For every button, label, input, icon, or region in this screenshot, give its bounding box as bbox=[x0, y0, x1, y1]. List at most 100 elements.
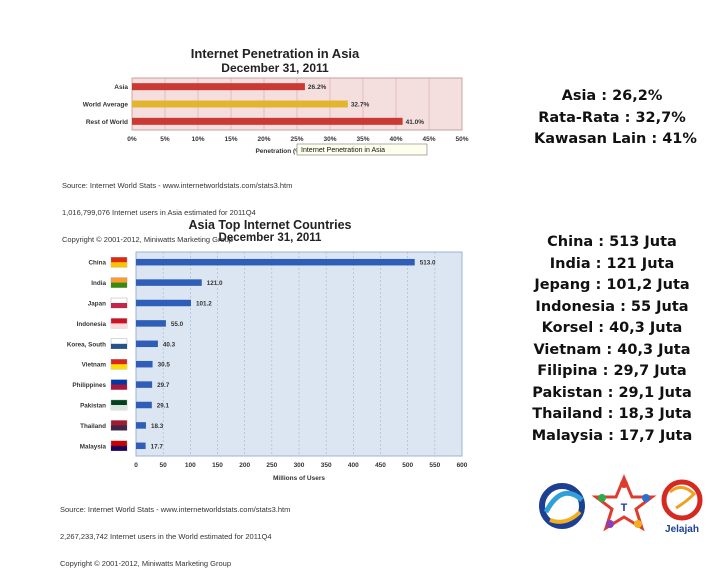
penetration-chart-source: Source: Internet World Stats - www.inter… bbox=[62, 163, 292, 253]
x-tick-label: 45% bbox=[422, 136, 435, 143]
flag-icon bbox=[111, 405, 127, 410]
flag-icon bbox=[111, 343, 127, 349]
summary-line: China : 513 Juta bbox=[547, 234, 677, 250]
flag-icon bbox=[111, 303, 127, 308]
bar bbox=[136, 360, 153, 368]
category-label: Thailand bbox=[80, 423, 106, 430]
summary-line: Filipina : 29,7 Juta bbox=[537, 363, 687, 379]
bar bbox=[132, 100, 348, 108]
data-label: 101.2 bbox=[196, 301, 212, 308]
category-label: India bbox=[91, 280, 106, 287]
countries-bar-chart: 0 50 100 150 200 250 300 350 400 450 500 550 600 Chin… bbox=[67, 251, 468, 482]
x-tick-label: 450 bbox=[375, 462, 386, 469]
data-label: 30.5 bbox=[158, 362, 171, 369]
countries-chart-source: Source: Internet World Stats - www.inter… bbox=[60, 487, 290, 577]
x-tick-label: 20% bbox=[257, 136, 270, 143]
flag-icon bbox=[111, 384, 127, 390]
x-tick-label: 25% bbox=[290, 136, 303, 143]
x-tick-label: 500 bbox=[402, 462, 413, 469]
data-label: 513.0 bbox=[420, 260, 436, 267]
bar bbox=[136, 320, 166, 327]
data-label: 26.2% bbox=[308, 84, 327, 91]
x-tick-label: 35% bbox=[356, 136, 369, 143]
bar bbox=[136, 401, 152, 409]
data-label: 18.3 bbox=[151, 423, 164, 430]
x-tick-label: 0 bbox=[134, 462, 138, 469]
logo-2-star-icon: T bbox=[591, 474, 657, 532]
x-tick-label: 50% bbox=[455, 136, 468, 143]
bar bbox=[136, 279, 202, 286]
x-tick-label: 250 bbox=[266, 462, 277, 469]
x-tick-label: 5% bbox=[160, 136, 170, 143]
data-label: 32.7% bbox=[351, 102, 370, 109]
summary-line: Jepang : 101,2 Juta bbox=[534, 277, 690, 293]
summary-line: Rata-Rata : 32,7% bbox=[538, 109, 686, 126]
x-tick-label: 350 bbox=[321, 462, 332, 469]
x-tick-label: 0% bbox=[127, 136, 137, 143]
flag-icon bbox=[111, 323, 127, 329]
countries-chart-title: Asia Top Internet Countries bbox=[188, 218, 352, 232]
summary-line: Thailand : 18,3 Juta bbox=[532, 406, 692, 422]
data-label: 55.0 bbox=[171, 321, 184, 328]
summary-line: India : 121 Juta bbox=[549, 255, 675, 272]
summary-line: Korsel : 40,3 Juta bbox=[541, 320, 683, 336]
data-label: 17.7 bbox=[151, 443, 164, 450]
summary-line: Malaysia : 17,7 Juta bbox=[531, 427, 693, 444]
category-label: Philippines bbox=[72, 382, 106, 389]
category-label: Korea, South bbox=[67, 341, 106, 348]
x-tick-label: 400 bbox=[348, 462, 359, 469]
bar bbox=[136, 299, 191, 307]
penetration-bar-chart: 0% 5% 10% 15% 20% 25% 30% 35% 40% 45% 50% Asia 26.2%… bbox=[83, 77, 469, 156]
data-label: 29.1 bbox=[157, 403, 170, 410]
bar bbox=[132, 83, 305, 91]
category-label: Japan bbox=[88, 301, 106, 308]
summary-line: Kawasan Lain : 41% bbox=[534, 131, 697, 147]
x-tick-label: 550 bbox=[429, 462, 440, 469]
countries-chart-subtitle: December 31, 2011 bbox=[218, 232, 322, 244]
data-label: 40.3 bbox=[163, 341, 176, 348]
data-label: 29.7 bbox=[157, 382, 170, 389]
penetration-chart-subtitle: December 31, 2011 bbox=[221, 61, 329, 75]
category-label: Asia bbox=[114, 84, 128, 91]
x-tick-label: 15% bbox=[224, 136, 237, 143]
category-label: World Average bbox=[83, 102, 129, 109]
summary-line: Asia : 26,2% bbox=[561, 88, 663, 104]
data-label: 41.0% bbox=[406, 119, 425, 126]
bar bbox=[136, 381, 153, 388]
bar bbox=[136, 258, 415, 266]
tooltip-text: Internet Penetration in Asia bbox=[301, 147, 385, 154]
source-line: Source: Internet World Stats - www.inter… bbox=[62, 181, 293, 190]
x-tick-label: 300 bbox=[294, 462, 305, 469]
flag-icon bbox=[111, 445, 127, 451]
penetration-summary: Asia : 26,2% Rata-Rata : 32,7% Kawasan L… bbox=[534, 86, 697, 151]
flag-icon bbox=[111, 425, 127, 431]
x-tick-label: 200 bbox=[239, 462, 250, 469]
source-line: Source: Internet World Stats - www.inter… bbox=[60, 505, 291, 514]
x-axis-title: Millions of Users bbox=[273, 475, 325, 482]
source-line: Copyright © 2001-2012, Miniwatts Marketi… bbox=[62, 235, 234, 244]
x-tick-label: 10% bbox=[191, 136, 204, 143]
category-label: Malaysia bbox=[80, 443, 107, 450]
logo-3-text: Jelajah bbox=[665, 524, 699, 535]
category-label: China bbox=[89, 260, 107, 267]
source-line: 1,016,799,076 Internet users in Asia est… bbox=[62, 208, 256, 217]
bar bbox=[136, 442, 146, 450]
x-tick-label: 150 bbox=[212, 462, 223, 469]
logos: T Jelajah bbox=[539, 474, 703, 535]
flag-icon bbox=[111, 282, 127, 288]
logo-3-emblem-icon: Jelajah bbox=[661, 479, 703, 535]
x-tick-label: 600 bbox=[457, 462, 468, 469]
x-tick-label: 30% bbox=[323, 136, 336, 143]
x-tick-label: 50 bbox=[160, 462, 168, 469]
bar bbox=[136, 340, 158, 348]
source-line: Copyright © 2001-2012, Miniwatts Marketi… bbox=[60, 559, 232, 568]
penetration-chart-title: Internet Penetration in Asia bbox=[190, 46, 360, 61]
summary-line: Pakistan : 29,1 Juta bbox=[532, 384, 692, 401]
tooltip-box bbox=[296, 143, 428, 156]
source-line: 2,267,233,742 Internet users in the Worl… bbox=[60, 532, 272, 541]
bar bbox=[136, 422, 146, 429]
svg-text:T: T bbox=[621, 502, 628, 514]
flag-icon bbox=[111, 262, 127, 268]
summary-line: Indonesia : 55 Juta bbox=[535, 298, 689, 315]
logo-1-swoosh-icon bbox=[539, 483, 585, 529]
